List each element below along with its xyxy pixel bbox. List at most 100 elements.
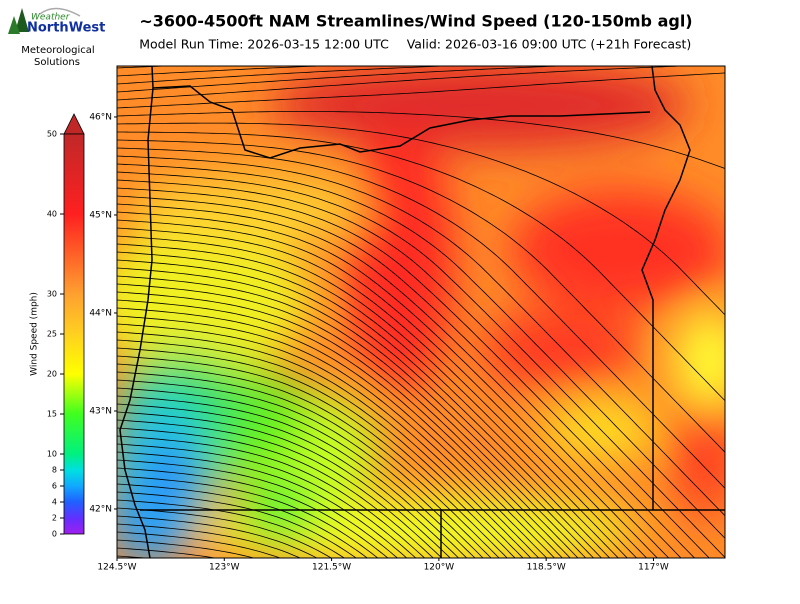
colorbar-tick-label: 6	[52, 482, 57, 491]
streamline	[606, 66, 617, 67]
streamline	[117, 355, 508, 558]
streamline	[117, 283, 579, 558]
streamline	[117, 163, 725, 539]
streamline	[117, 539, 256, 558]
streamline	[453, 66, 464, 67]
lon-label: 117°W	[638, 563, 669, 573]
org-name: Solutions	[34, 57, 80, 68]
streamline	[117, 155, 725, 517]
streamline	[300, 66, 311, 67]
streamline	[117, 419, 443, 558]
streamline	[117, 66, 329, 77]
streamline	[561, 66, 572, 67]
streamline	[117, 111, 725, 170]
streamline	[408, 66, 419, 67]
streamline	[117, 179, 710, 558]
streamline	[117, 507, 333, 558]
streamline	[507, 66, 518, 67]
streamline	[117, 531, 282, 558]
colorbar-extend	[63, 113, 85, 135]
lon-label: 124.5°W	[97, 563, 136, 573]
streamline	[117, 491, 357, 558]
streamline	[579, 66, 590, 67]
colorbar-tick-label: 40	[47, 210, 57, 219]
streamline	[117, 211, 658, 558]
streamline	[117, 443, 417, 558]
lat-label: 42°N	[89, 504, 112, 514]
streamline	[117, 395, 468, 558]
colorbar-tick-label: 30	[47, 290, 57, 299]
streamline	[543, 66, 554, 67]
streamline	[117, 499, 346, 558]
streamline	[372, 66, 383, 67]
streamline	[117, 475, 379, 558]
logo-text: NorthWest	[27, 21, 105, 36]
lon-label: 118.5°W	[527, 563, 566, 573]
streamline	[117, 291, 571, 558]
streamline	[117, 459, 399, 558]
streamline	[381, 66, 392, 67]
streamline	[117, 139, 725, 453]
streamline	[117, 147, 725, 489]
streamline	[444, 66, 455, 67]
streamline	[327, 66, 338, 67]
streamline	[426, 66, 437, 67]
streamline	[117, 72, 725, 109]
colorbar-tick-label: 0	[52, 530, 57, 539]
streamline	[633, 66, 644, 67]
colorbar-tick-label: 20	[47, 370, 57, 379]
borders	[119, 66, 725, 558]
streamline	[117, 547, 218, 558]
streamline	[480, 66, 491, 67]
streamline	[117, 51, 735, 60]
streamline	[117, 371, 492, 558]
streamline	[462, 66, 473, 67]
colorbar-tick-label: 4	[52, 498, 57, 507]
streamline	[615, 66, 626, 67]
lat-label: 46°N	[89, 112, 112, 122]
streamline	[390, 66, 401, 67]
title: ~3600-4500ft NAM Streamlines/Wind Speed …	[139, 12, 692, 31]
streamline	[117, 259, 603, 558]
streamline	[597, 66, 608, 67]
colorbar-tick-label: 8	[52, 466, 57, 475]
streamline	[117, 379, 484, 558]
speed-blob	[675, 310, 725, 410]
logo-text: Weather	[31, 13, 71, 23]
streamline	[117, 122, 725, 316]
streamline	[117, 219, 648, 558]
speed-blob	[480, 310, 640, 390]
streamline	[117, 307, 556, 558]
colorbar-tick-label: 25	[47, 330, 57, 339]
streamline	[588, 66, 599, 67]
streamline	[417, 66, 428, 67]
streamline	[117, 131, 725, 402]
streamline	[570, 66, 581, 67]
speed-blob	[117, 225, 310, 375]
streamline	[117, 523, 302, 558]
colorbar-label: Wind Speed (mph)	[30, 292, 40, 376]
streamline	[117, 347, 516, 558]
speed-blob	[510, 190, 725, 310]
streamline	[117, 467, 389, 558]
logo: Weather NorthWest Meteorological Solutio…	[8, 7, 105, 68]
streamline	[117, 331, 532, 558]
streamline	[117, 187, 696, 558]
streamline	[117, 451, 408, 558]
streamline	[399, 66, 410, 67]
streamline	[318, 66, 329, 67]
colorbar-tick-label: 15	[47, 410, 57, 419]
colorbar-tick-label: 10	[47, 450, 57, 459]
streamline	[117, 243, 619, 558]
lon-label: 120°W	[424, 563, 455, 573]
streamline	[117, 66, 692, 101]
colorbar-tick-label: 2	[52, 514, 57, 523]
streamline	[117, 227, 638, 558]
streamline	[534, 66, 545, 67]
speed-blob	[345, 130, 455, 390]
streamline	[117, 275, 587, 558]
streamline	[624, 66, 635, 67]
colorbar	[63, 133, 85, 535]
streamline	[117, 387, 476, 558]
